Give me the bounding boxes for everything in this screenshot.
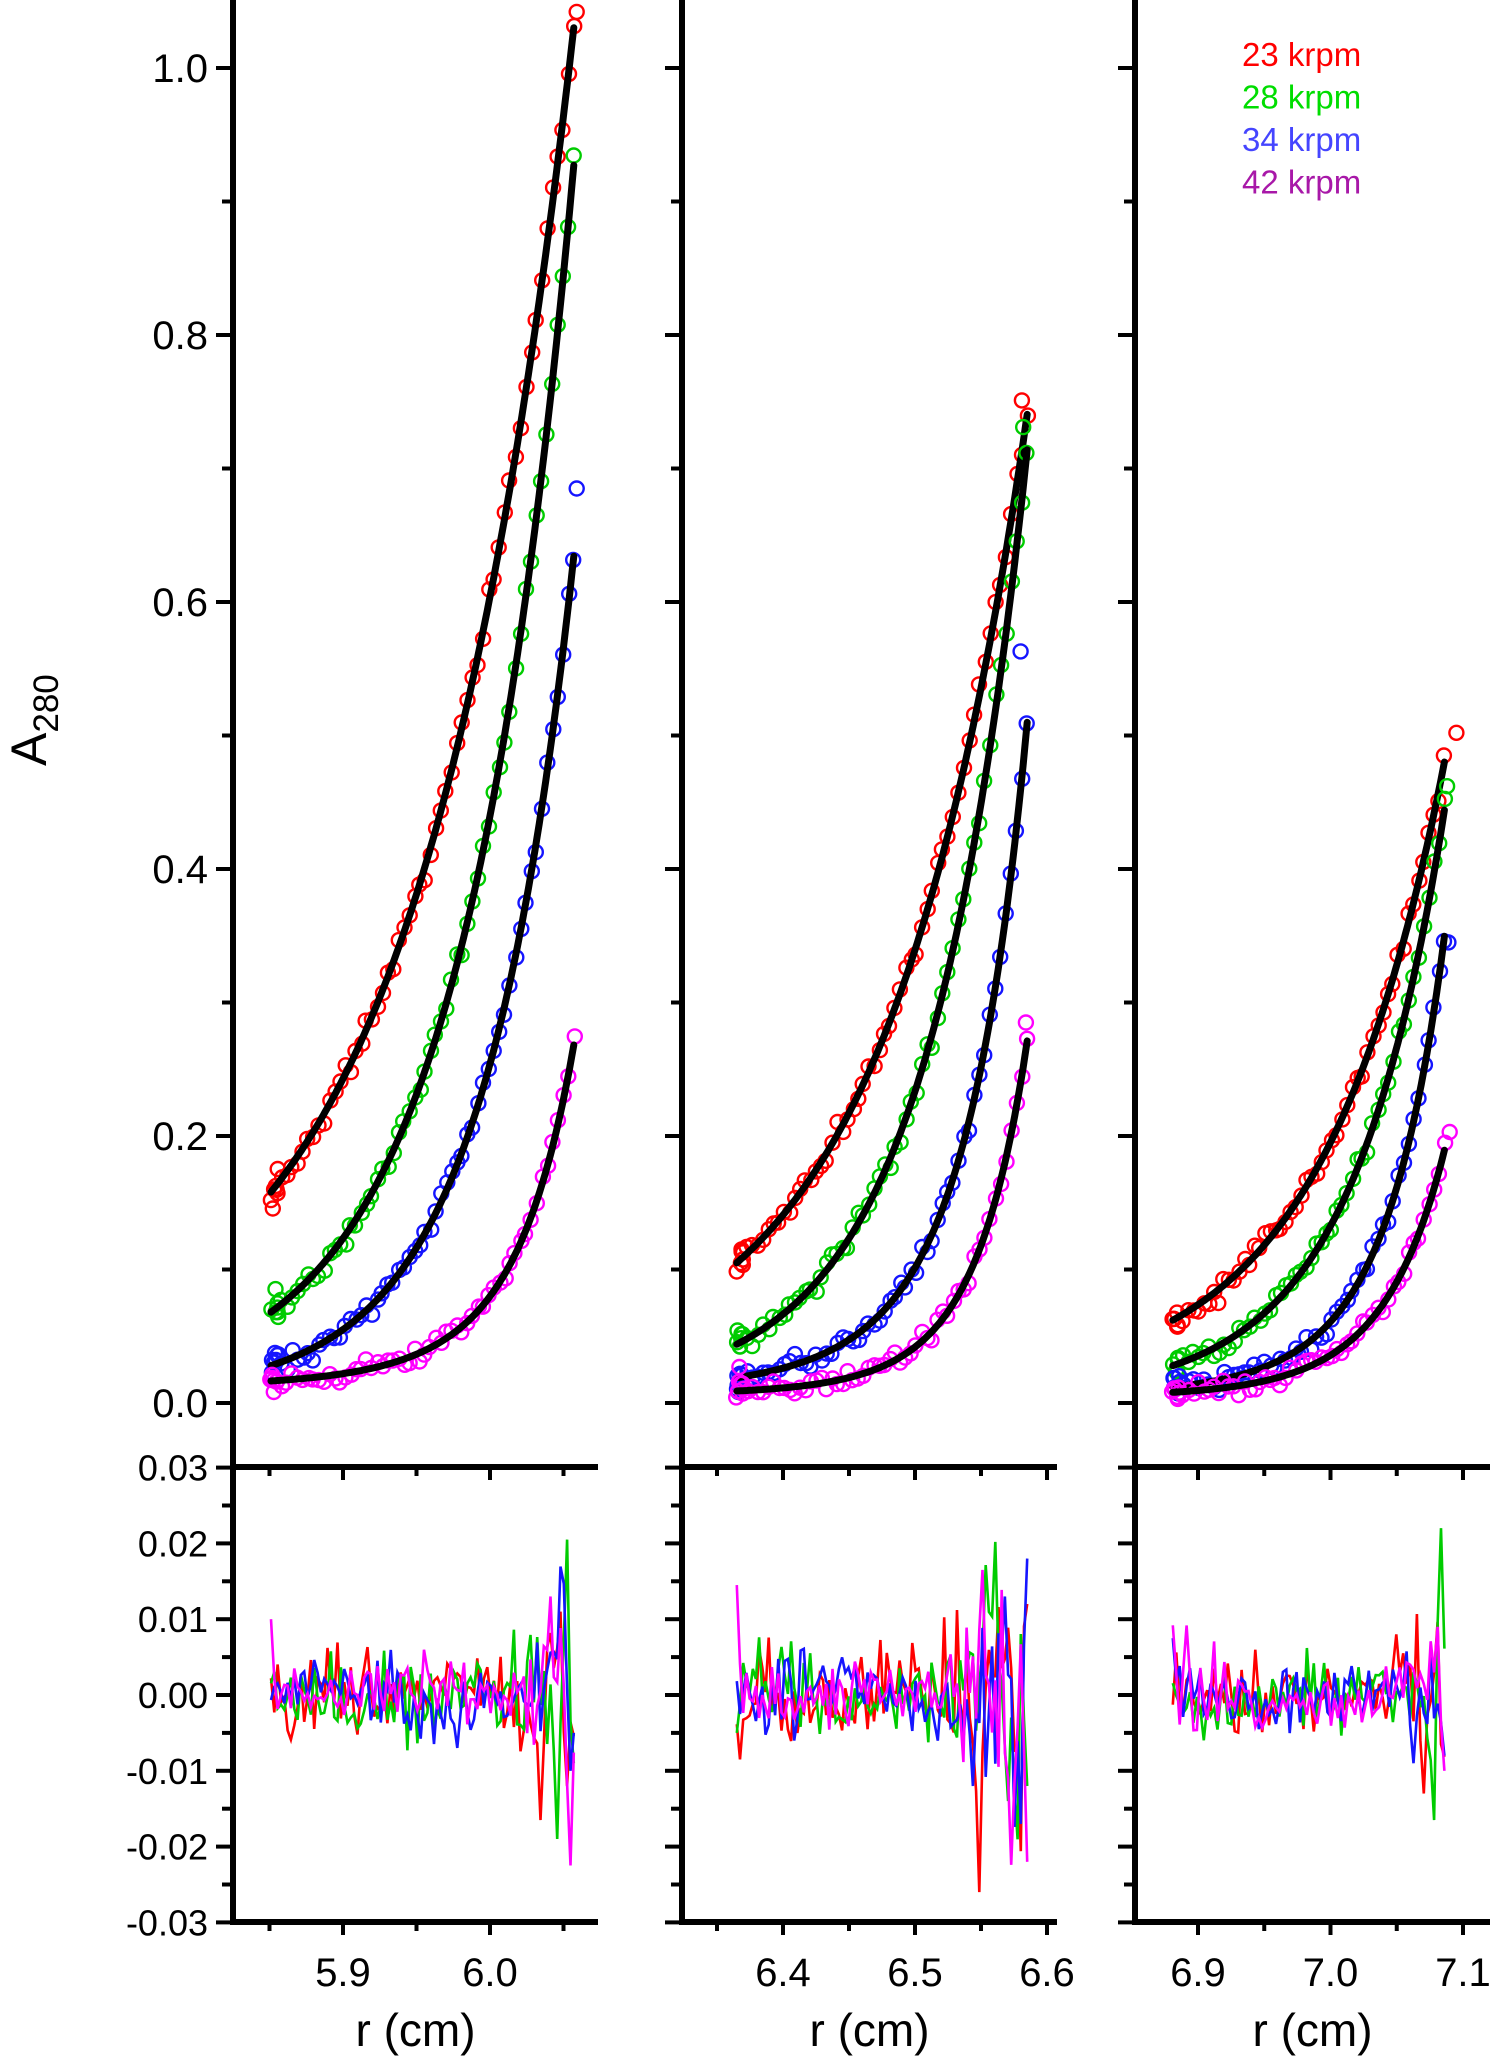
- residual-y-tick-label: -0.01: [126, 1751, 208, 1792]
- fit-line-34krpm-panel-2: [733, 718, 1031, 1382]
- legend: 23 krpm 28 krpm 34 krpm 42 krpm: [1242, 36, 1361, 201]
- residual-plot-panel-3: [1171, 1528, 1446, 1821]
- x-tick-label: 6.0: [462, 1951, 518, 1995]
- x-axis-title: r (cm): [1252, 2004, 1372, 2056]
- fit-line-42krpm-panel-1: [267, 1041, 578, 1385]
- residual-trace-42krpm-panel-2: [735, 1569, 1029, 1865]
- scatter-28krpm-panel-3: [1164, 778, 1456, 1381]
- y-tick-label: 1.0: [152, 47, 208, 91]
- residual-trace-28krpm-panel-2: [735, 1541, 1029, 1840]
- scatter-34krpm-panel-1: [263, 480, 585, 1381]
- residual-trace-28krpm-panel-1: [269, 1539, 576, 1840]
- x-tick-label: 6.9: [1170, 1951, 1226, 1995]
- residual-trace-42krpm-panel-3: [1171, 1625, 1446, 1771]
- residual-y-tick-label: 0.03: [138, 1448, 208, 1489]
- fit-line-28krpm-panel-3: [1169, 806, 1448, 1370]
- legend-item-34-krpm: 34 krpm: [1242, 121, 1361, 158]
- main-plot-panel-3: [1163, 724, 1465, 1408]
- x-tick-label: 6.4: [755, 1951, 811, 1995]
- residual-y-tick-label: 0.01: [138, 1599, 208, 1640]
- residual-y-tick-label: 0.00: [138, 1675, 208, 1716]
- scatter-23krpm-panel-1: [262, 3, 585, 1217]
- scatter-42krpm-panel-2: [728, 1014, 1036, 1406]
- y-tick-label: 0.8: [152, 314, 208, 358]
- fit-line-42krpm-panel-3: [1169, 1146, 1448, 1396]
- x-tick-label: 7.0: [1303, 1951, 1359, 1995]
- y-tick-label: 0.0: [152, 1382, 208, 1426]
- fit-line-23krpm-panel-3: [1169, 758, 1448, 1324]
- x-tick-label: 6.5: [887, 1951, 943, 1995]
- residual-trace-34krpm-panel-3: [1171, 1638, 1446, 1764]
- scatter-28krpm-panel-2: [728, 418, 1035, 1355]
- x-axis-title: r (cm): [355, 2004, 475, 2056]
- residual-plot-panel-1: [269, 1539, 576, 1866]
- fit-line-23krpm-panel-1: [267, 24, 578, 1196]
- fit-line-34krpm-panel-1: [267, 552, 578, 1370]
- fit-line-28krpm-panel-2: [733, 446, 1031, 1348]
- residual-trace-34krpm-panel-1: [269, 1566, 576, 1771]
- x-tick-label: 7.1: [1435, 1951, 1491, 1995]
- scatter-23krpm-panel-2: [728, 392, 1037, 1280]
- legend-item-23-krpm: 23 krpm: [1242, 36, 1361, 73]
- axes-panel-1: 5.9 6.0 r (cm) 0.0 0.2 0.4 0.6 0.8 1.0 0.03 0.02 0.…: [1, 0, 598, 2056]
- fit-line-28krpm-panel-1: [267, 161, 578, 1316]
- residual-trace-42krpm-panel-1: [269, 1596, 576, 1866]
- fit-line-23krpm-panel-2: [733, 410, 1031, 1267]
- axes-panel-3: 6.9 7.0 7.1 r (cm): [1118, 0, 1491, 2056]
- main-plot-panel-1: [262, 3, 585, 1401]
- x-tick-label: 6.6: [1019, 1951, 1075, 1995]
- legend-item-28-krpm: 28 krpm: [1242, 79, 1361, 116]
- main-plot-panel-2: [728, 392, 1037, 1406]
- legend-item-42-krpm: 42 krpm: [1242, 164, 1361, 201]
- y-axis-title: A280: [1, 674, 66, 766]
- y-tick-label: 0.6: [152, 581, 208, 625]
- y-tick-label: 0.4: [152, 848, 208, 892]
- y-tick-label: 0.2: [152, 1115, 208, 1159]
- residual-trace-23krpm-panel-2: [735, 1603, 1029, 1893]
- residual-plot-panel-2: [735, 1541, 1029, 1893]
- scatter-34krpm-panel-3: [1165, 933, 1457, 1402]
- residual-y-tick-label: -0.02: [126, 1827, 208, 1868]
- fit-line-42krpm-panel-2: [733, 1037, 1031, 1395]
- x-axis-title: r (cm): [809, 2004, 929, 2056]
- residual-y-tick-label: -0.03: [126, 1902, 208, 1943]
- x-tick-label: 5.9: [315, 1951, 371, 1995]
- residual-y-tick-label: 0.02: [138, 1523, 208, 1564]
- axes-panel-2: 6.4 6.5 6.6 r (cm): [665, 0, 1075, 2056]
